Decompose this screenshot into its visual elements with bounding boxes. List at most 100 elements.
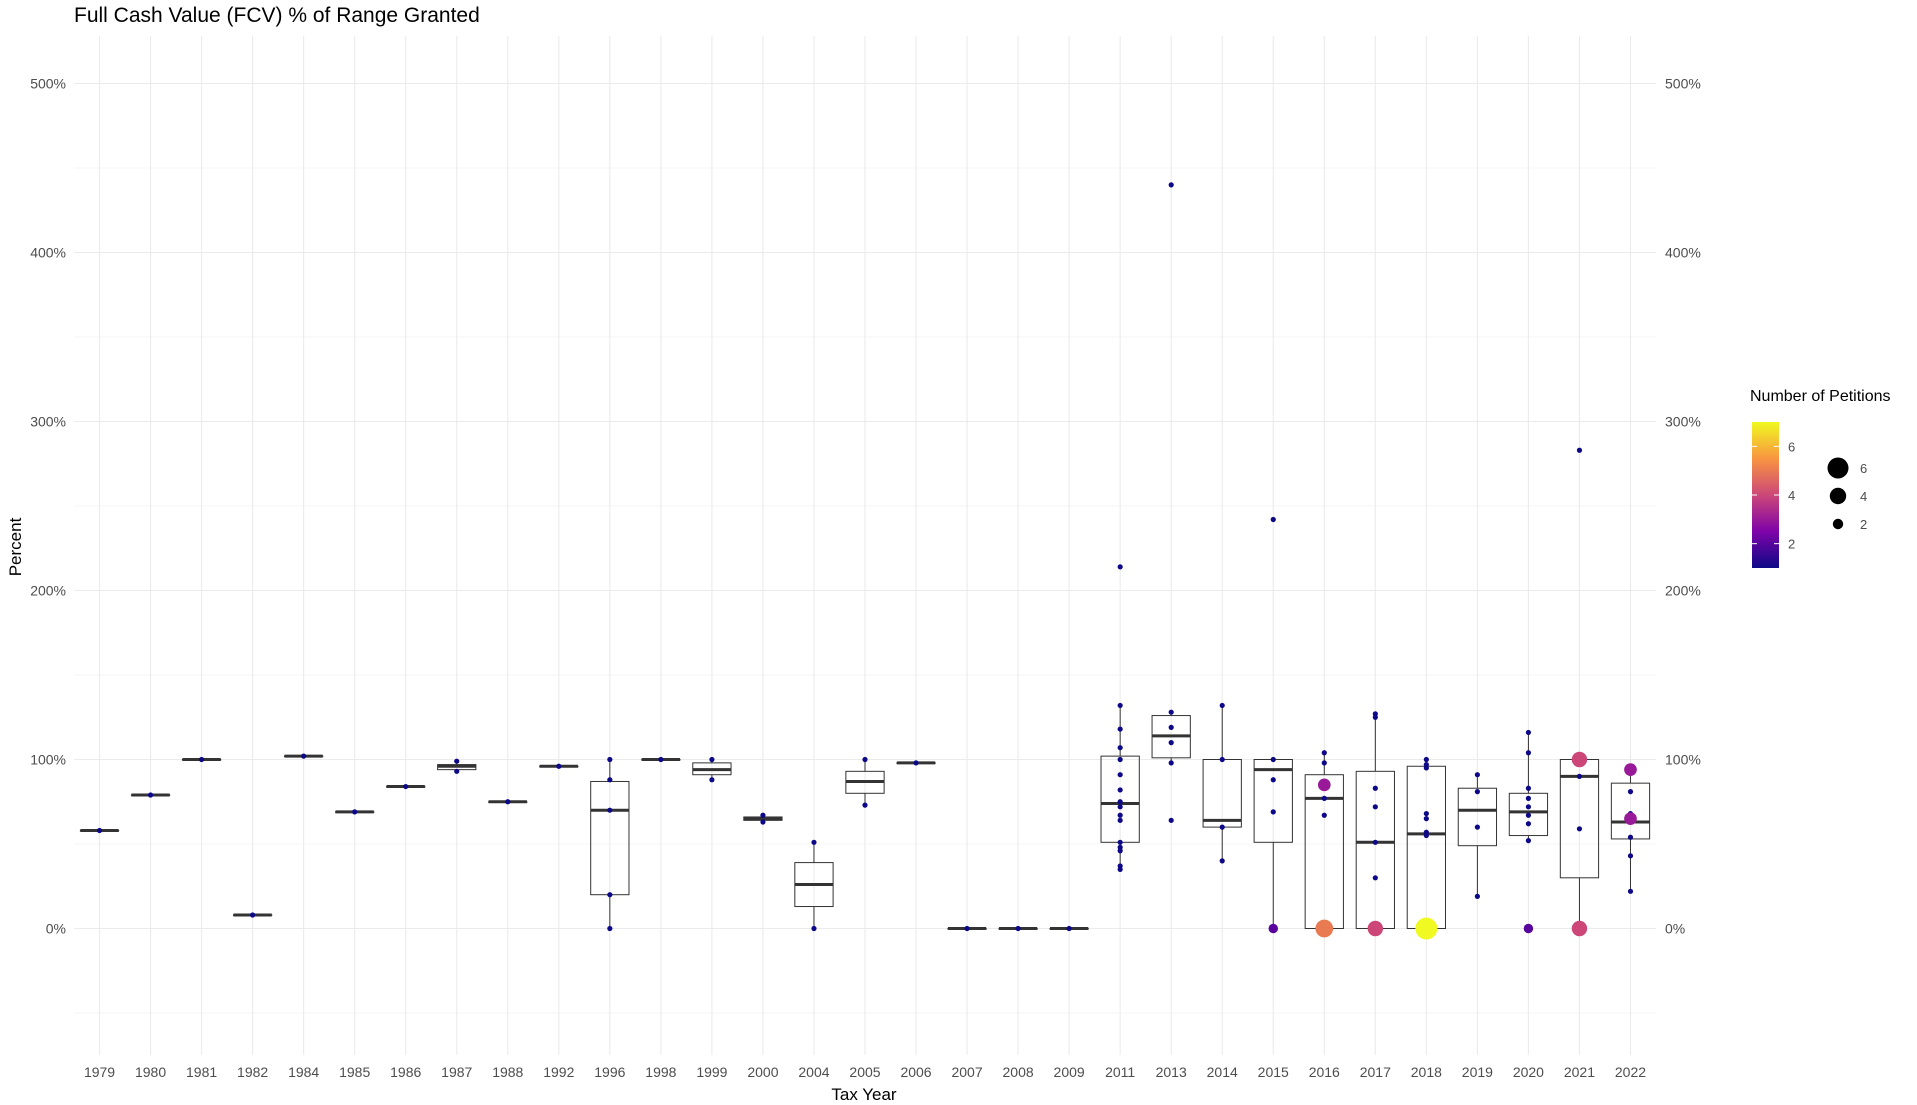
x-tick-label: 2017 xyxy=(1360,1064,1391,1080)
data-point xyxy=(1168,817,1174,823)
data-point xyxy=(1474,893,1480,899)
data-point xyxy=(862,802,868,808)
x-tick-label: 1982 xyxy=(237,1064,268,1080)
y-tick-label: 200% xyxy=(30,583,66,599)
data-point xyxy=(1525,804,1532,810)
data-point xyxy=(1117,772,1123,778)
legend-title: Number of Petitions xyxy=(1750,388,1891,405)
y-tick-label: 500% xyxy=(30,76,66,92)
data-point xyxy=(1525,812,1532,818)
y-tick-label-right: 100% xyxy=(1665,752,1701,768)
data-point xyxy=(147,792,154,798)
y-tick-label: 100% xyxy=(30,752,66,768)
data-point xyxy=(1117,848,1123,854)
data-point xyxy=(505,799,511,805)
data-point xyxy=(1474,824,1480,830)
x-tick-label: 1996 xyxy=(594,1064,625,1080)
data-point xyxy=(1423,756,1429,763)
data-point xyxy=(1576,773,1583,780)
data-point xyxy=(1168,182,1174,188)
data-point xyxy=(1219,702,1225,709)
data-point xyxy=(1117,799,1123,805)
data-point xyxy=(1571,920,1588,937)
x-tick-label: 2021 xyxy=(1564,1064,1595,1080)
data-point xyxy=(1624,812,1637,825)
data-point xyxy=(1168,740,1174,746)
box-2004 xyxy=(794,842,834,929)
data-point xyxy=(1627,789,1634,795)
data-point xyxy=(1219,756,1225,763)
x-tick-label: 2020 xyxy=(1513,1064,1544,1080)
data-point xyxy=(301,753,307,759)
data-point xyxy=(1168,724,1174,730)
data-point xyxy=(1525,785,1532,791)
x-tick-label: 2015 xyxy=(1258,1064,1289,1080)
data-point xyxy=(1525,838,1532,844)
data-point xyxy=(1423,810,1429,817)
x-tick-label: 1986 xyxy=(390,1064,421,1080)
data-point xyxy=(1525,729,1532,736)
legend-color-ticks: 2 4 6 xyxy=(1752,439,1795,552)
data-point xyxy=(96,827,103,834)
data-point xyxy=(1270,777,1276,783)
x-tick-label: 2016 xyxy=(1309,1064,1340,1080)
box-rect xyxy=(1457,787,1498,847)
data-point xyxy=(1117,564,1123,570)
data-point xyxy=(1321,750,1327,756)
data-point xyxy=(1367,920,1384,937)
box-rect xyxy=(1508,792,1549,837)
x-axis-ticks: 1979 1980 1981 1982 1984 1985 1986 1987 1988 1992… xyxy=(84,1064,1646,1080)
x-tick-label: 2007 xyxy=(951,1064,982,1080)
x-axis-title: Tax Year xyxy=(831,1085,897,1104)
data-point xyxy=(1270,516,1276,523)
data-point xyxy=(1117,745,1123,751)
y-tick-label-right: 300% xyxy=(1665,414,1701,430)
data-point xyxy=(454,768,460,774)
x-tick-label: 1992 xyxy=(543,1064,574,1080)
x-tick-label: 1981 xyxy=(186,1064,217,1080)
data-point xyxy=(250,912,256,918)
data-point xyxy=(1525,750,1532,756)
legend-color-label: 2 xyxy=(1788,537,1795,552)
data-point xyxy=(1117,866,1123,872)
data-point xyxy=(403,783,409,790)
data-point xyxy=(1168,709,1174,715)
y-axis-ticks-left: 0% 100% 200% 300% 400% 500% xyxy=(30,76,66,937)
data-point xyxy=(811,839,817,845)
data-point xyxy=(556,763,562,769)
x-tick-label: 1999 xyxy=(696,1064,727,1080)
grid-lines xyxy=(74,36,1656,1055)
data-point xyxy=(760,812,766,818)
chart-title: Full Cash Value (FCV) % of Range Granted xyxy=(74,4,480,27)
data-point xyxy=(1372,839,1378,845)
x-tick-label: 2000 xyxy=(747,1064,778,1080)
legend-size-key xyxy=(1827,457,1849,479)
data-point xyxy=(1117,756,1123,763)
box-2005 xyxy=(845,759,885,806)
data-point xyxy=(1523,923,1534,934)
data-point xyxy=(1576,826,1583,832)
data-point xyxy=(1321,795,1327,801)
legend-size-label: 2 xyxy=(1860,517,1867,532)
y-tick-label: 300% xyxy=(30,414,66,430)
data-point xyxy=(1627,853,1634,859)
data-point xyxy=(1423,816,1429,822)
x-tick-label: 1980 xyxy=(135,1064,166,1080)
data-point xyxy=(709,777,715,783)
x-tick-label: 1979 xyxy=(84,1064,115,1080)
legend-size-keys: 6 4 2 xyxy=(1827,457,1867,532)
data-point xyxy=(1372,714,1378,720)
data-point xyxy=(1117,817,1123,823)
data-point xyxy=(1315,919,1334,938)
x-tick-label: 1984 xyxy=(288,1064,319,1080)
x-tick-label: 1987 xyxy=(441,1064,472,1080)
data-point xyxy=(1117,702,1123,709)
data-point xyxy=(1117,839,1123,845)
data-point xyxy=(760,819,766,825)
data-point xyxy=(1015,925,1021,932)
y-tick-label-right: 500% xyxy=(1665,76,1701,92)
data-point xyxy=(1423,765,1429,771)
legend-color-label: 6 xyxy=(1788,439,1795,454)
data-point xyxy=(709,756,715,763)
data-point xyxy=(1270,809,1276,815)
